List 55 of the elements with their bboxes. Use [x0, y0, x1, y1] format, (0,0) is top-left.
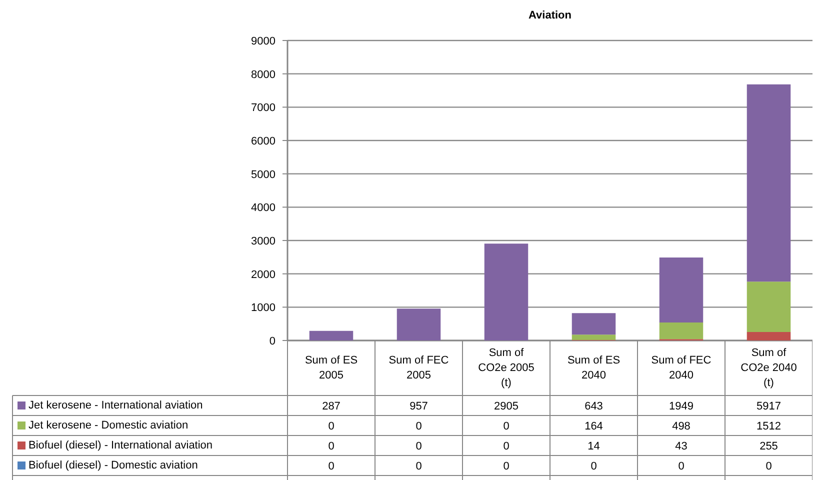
- legend-label: Jet kerosene - Domestic aviation: [28, 420, 188, 432]
- y-tick-label: 6000: [251, 136, 276, 148]
- bar: [659, 258, 704, 322]
- data-label: 0: [766, 460, 772, 472]
- y-tick-label: 7000: [251, 102, 276, 114]
- data-label: 255: [760, 440, 778, 452]
- bar: [746, 282, 791, 332]
- data-label: 498: [672, 420, 690, 432]
- bar: [572, 334, 616, 340]
- bar: [746, 332, 791, 340]
- y-tick-label: 8000: [251, 68, 276, 81]
- bar: [309, 330, 354, 340]
- y-tick-label: 2000: [251, 268, 276, 281]
- data-label: 1949: [669, 400, 694, 412]
- data-label: 0: [590, 460, 597, 472]
- data-label: 5917: [756, 400, 781, 412]
- y-tick-label: 5000: [251, 168, 276, 181]
- x-tick-label: Sum of FEC 2005: [388, 354, 449, 382]
- x-tick-label: Sum of ES 2005: [304, 354, 358, 382]
- data-label: 0: [503, 440, 510, 452]
- bar: [396, 308, 441, 340]
- data-label: 2905: [494, 400, 518, 412]
- x-tick-label: Sum of CO2e 2005 (t): [478, 347, 534, 389]
- y-tick-label: 1000: [251, 302, 276, 314]
- y-tick-label: 0: [269, 336, 276, 348]
- data-label: 287: [322, 400, 340, 412]
- data-label: 0: [328, 440, 334, 452]
- bar: [746, 84, 791, 282]
- y-tick-label: 9000: [251, 36, 276, 48]
- y-tick-label: 4000: [251, 202, 276, 214]
- x-tick-label: Sum of FEC 2040: [651, 354, 712, 382]
- data-label: 0: [678, 460, 684, 472]
- bar: [484, 244, 528, 340]
- data-label: 957: [410, 400, 428, 412]
- data-label: 0: [416, 460, 422, 472]
- data-label: 643: [584, 400, 603, 412]
- data-label: 0: [503, 420, 510, 432]
- legend-label: Biofuel (diesel) - Domestic aviation: [28, 460, 198, 472]
- data-label: 43: [675, 440, 688, 452]
- legend-label: Biofuel (diesel) - International aviation: [28, 440, 213, 452]
- y-tick-label: 3000: [251, 236, 276, 248]
- data-label: 0: [416, 440, 422, 452]
- x-tick-label: Sum of ES 2040: [567, 354, 620, 382]
- x-tick-label: Sum of CO2e 2040 (t): [740, 347, 797, 389]
- data-label: 14: [588, 440, 600, 452]
- chart-title: Aviation: [528, 10, 572, 22]
- bar: [659, 322, 704, 340]
- legend-label: Jet kerosene - International aviation: [28, 400, 203, 412]
- data-label: 0: [416, 420, 422, 432]
- data-label: 1512: [756, 420, 781, 432]
- data-label: 0: [328, 420, 334, 432]
- data-label: 0: [328, 460, 334, 472]
- bar: [572, 313, 616, 335]
- data-label: 0: [503, 460, 510, 472]
- data-label: 164: [584, 420, 603, 432]
